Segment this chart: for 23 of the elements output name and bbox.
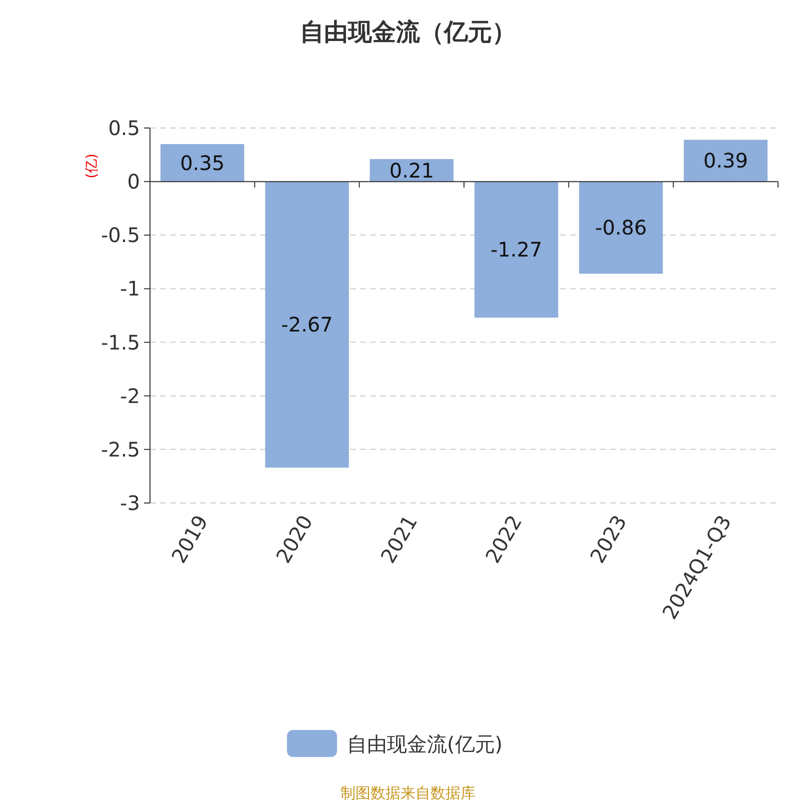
data-label: -2.67 [281,312,333,337]
y-tick-label: -2 [120,384,140,408]
data-label: 0.35 [180,150,225,175]
y-tick-label: -1.5 [100,330,140,354]
bar [265,182,349,468]
legend-label: 自由现金流(亿元) [347,732,503,756]
y-tick-label: 0.5 [108,116,140,140]
chart-title: 自由现金流（亿元） [300,18,516,46]
bar [474,182,558,318]
y-tick-label: 0 [127,170,140,194]
y-axis-title: (亿) [84,154,100,178]
bar [684,140,768,182]
y-tick-label: -2.5 [100,437,140,462]
data-label: 0.21 [389,158,434,182]
y-tick-label: -3 [120,491,140,515]
y-tick-label: -1 [120,276,140,301]
data-label: 0.39 [703,148,748,173]
bar [160,144,244,182]
text: 制图数据来自数据库 [340,784,476,800]
bar [579,182,663,274]
data-label: -1.27 [490,238,542,262]
y-tick-label: -0.5 [100,223,140,248]
data-label: -0.86 [595,216,647,240]
